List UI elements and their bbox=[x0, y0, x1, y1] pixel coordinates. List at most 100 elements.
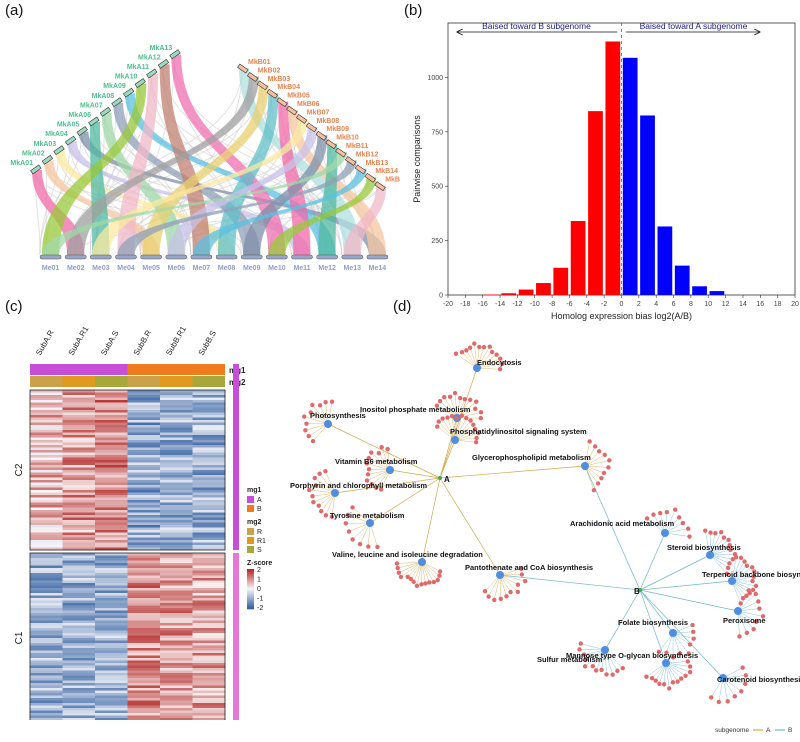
heat-cell bbox=[192, 683, 226, 686]
heat-cell bbox=[95, 715, 128, 719]
leaf-edge bbox=[604, 649, 613, 675]
color-link bbox=[218, 93, 279, 255]
heat-cell bbox=[95, 590, 128, 594]
heat-cell bbox=[192, 555, 226, 559]
b-chromosome bbox=[237, 63, 249, 74]
heat-cell bbox=[192, 490, 226, 493]
y-axis-label: Pairwise comparisons bbox=[412, 115, 422, 203]
gene-node bbox=[727, 542, 732, 548]
heat-cell bbox=[127, 710, 161, 714]
heat-cell bbox=[127, 588, 161, 591]
heat-cell bbox=[127, 515, 161, 518]
heat-cell bbox=[95, 570, 128, 574]
pathway-node bbox=[324, 420, 332, 428]
heat-cell bbox=[127, 492, 161, 496]
heat-cell bbox=[127, 583, 161, 586]
leaf-edge bbox=[444, 397, 458, 419]
heat-cell bbox=[160, 422, 193, 426]
zscore-gradient bbox=[247, 572, 254, 574]
heat-cell bbox=[192, 665, 226, 669]
heat-cell bbox=[95, 492, 128, 496]
gene-node bbox=[459, 413, 465, 418]
heat-cell bbox=[127, 648, 161, 651]
heat-cell bbox=[30, 683, 63, 686]
heat-cell bbox=[62, 630, 96, 634]
heat-cell bbox=[30, 645, 63, 649]
heat-cell bbox=[62, 467, 96, 471]
zscore-gradient bbox=[247, 599, 254, 601]
heat-cell bbox=[127, 442, 161, 446]
heat-cell bbox=[127, 558, 161, 561]
zscore-gradient bbox=[247, 569, 254, 571]
heat-cell bbox=[192, 407, 226, 411]
heat-cell bbox=[62, 615, 96, 619]
heat-cell bbox=[192, 477, 226, 481]
pathway-node bbox=[581, 462, 589, 470]
heat-cell bbox=[95, 628, 128, 631]
heat-cell bbox=[62, 628, 96, 631]
zscore-tick: 0 bbox=[257, 586, 261, 593]
heat-cell bbox=[62, 472, 96, 476]
gene-node bbox=[364, 461, 370, 466]
heat-cell bbox=[160, 623, 193, 626]
gene-node bbox=[703, 528, 708, 533]
heat-cell bbox=[192, 442, 226, 446]
gene-node bbox=[753, 591, 758, 597]
heat-cell bbox=[30, 490, 63, 493]
heat-cell bbox=[30, 427, 63, 431]
heat-cell bbox=[160, 535, 193, 538]
heat-cell bbox=[30, 500, 63, 503]
pathway-node bbox=[601, 646, 609, 654]
heat-cell bbox=[30, 442, 63, 446]
gene-node bbox=[423, 581, 428, 586]
pathway-label: Endocytosis bbox=[477, 358, 522, 367]
c1-frame bbox=[29, 552, 226, 720]
heat-cell bbox=[127, 527, 161, 531]
leaf-edge bbox=[476, 346, 490, 369]
heat-cell bbox=[30, 708, 63, 711]
heat-cell bbox=[62, 593, 96, 596]
pathway-label: Pantothenate and CoA biosynthesis bbox=[465, 563, 593, 572]
heat-cell bbox=[160, 390, 193, 393]
bottom-chromosome bbox=[266, 254, 288, 260]
c2-frame bbox=[29, 389, 226, 551]
heat-cell bbox=[192, 718, 226, 720]
pathway-label: Folate biosynthesis bbox=[618, 618, 688, 627]
a-chromosome-label: MkA03 bbox=[34, 141, 57, 148]
heat-cell bbox=[30, 703, 63, 706]
heat-cell bbox=[160, 625, 193, 629]
heat-cell bbox=[192, 583, 226, 586]
heat-cell bbox=[62, 608, 96, 611]
hub-edge bbox=[639, 589, 667, 664]
heat-cell bbox=[160, 590, 193, 594]
hub-edge bbox=[439, 477, 501, 576]
heat-cell bbox=[192, 450, 226, 453]
heat-cell bbox=[30, 685, 63, 689]
bar bbox=[692, 286, 707, 295]
heat-cell bbox=[160, 578, 193, 581]
heat-cell bbox=[62, 625, 96, 629]
gene-node bbox=[481, 344, 487, 350]
heat-cell bbox=[127, 477, 161, 481]
heat-cell bbox=[30, 462, 63, 466]
heat-cell bbox=[62, 400, 96, 403]
heat-cell bbox=[30, 497, 63, 501]
a-chromosome bbox=[99, 106, 112, 117]
gene-node bbox=[467, 345, 473, 350]
heat-cell bbox=[127, 455, 161, 458]
heat-cell bbox=[160, 668, 193, 671]
heat-cell bbox=[62, 530, 96, 533]
heat-cell bbox=[30, 545, 63, 548]
gene-node bbox=[473, 406, 478, 411]
heat-cell bbox=[95, 512, 128, 516]
pathway-node bbox=[418, 558, 426, 566]
zscore-gradient bbox=[247, 579, 254, 581]
left-arrow-head bbox=[456, 28, 463, 36]
gene-node bbox=[749, 565, 755, 570]
heat-cell bbox=[127, 580, 161, 584]
heat-cell bbox=[192, 412, 226, 416]
heat-cell bbox=[160, 475, 193, 478]
b-chromosome-label: MkB04 bbox=[277, 84, 300, 91]
heat-cell bbox=[160, 645, 193, 649]
gene-node bbox=[680, 520, 686, 526]
